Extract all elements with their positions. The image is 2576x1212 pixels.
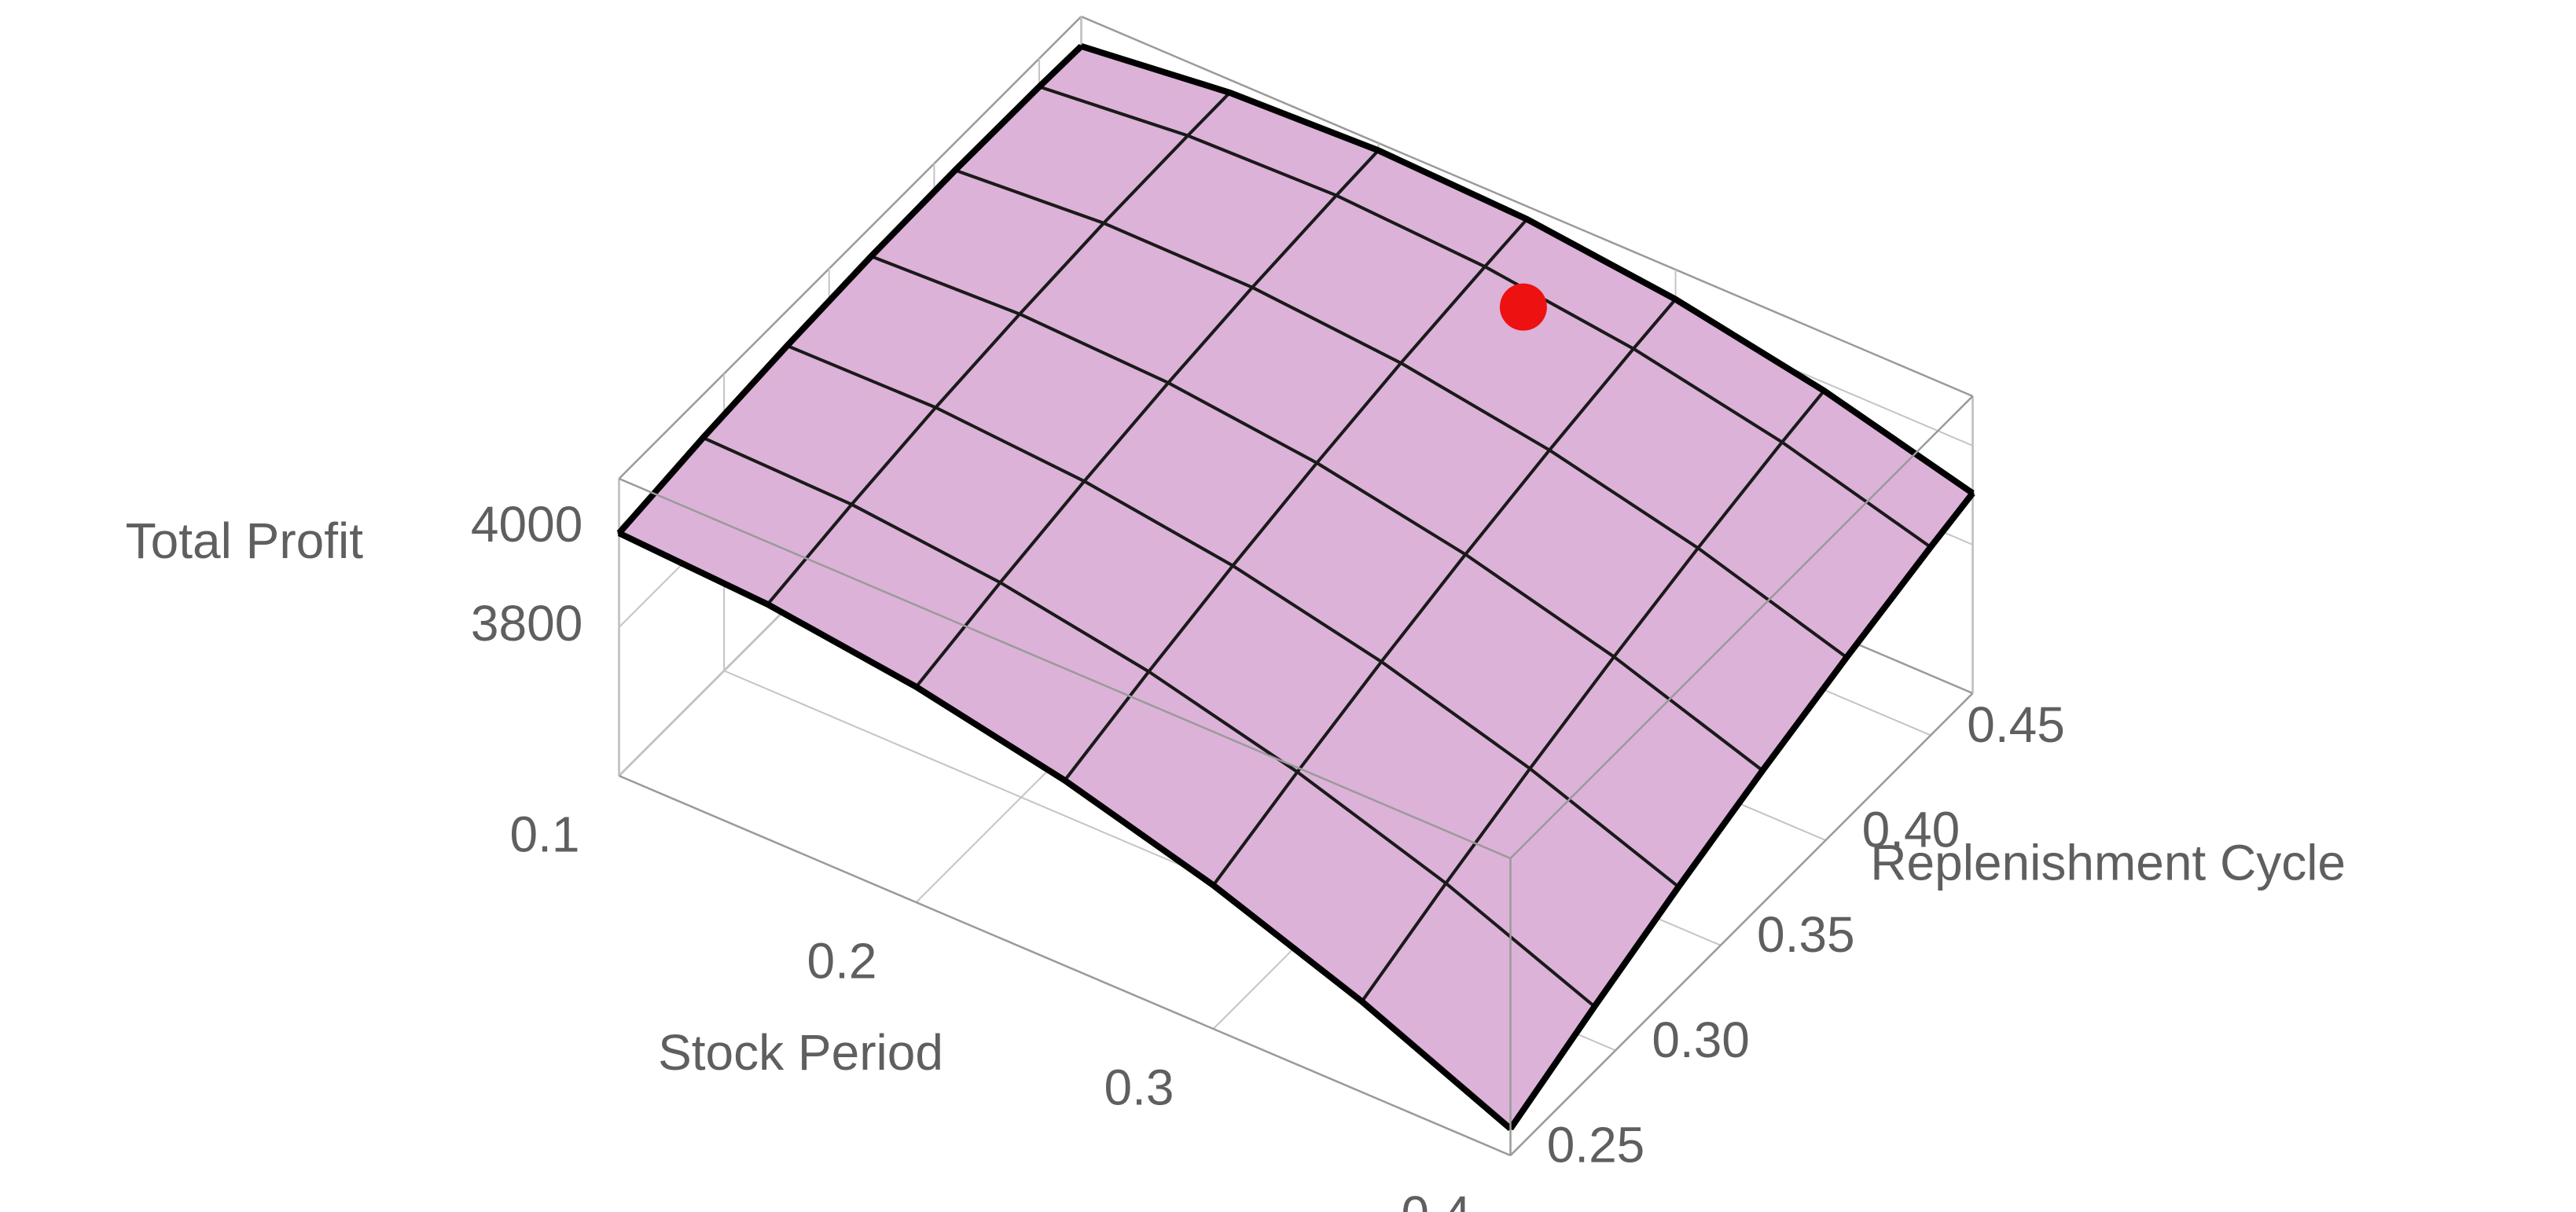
y-axis-label: Replenishment Cycle: [1870, 834, 2346, 891]
x-tick-label: 0.3: [1104, 1060, 1174, 1116]
optimum-point: [1499, 283, 1547, 331]
y-tick-label: 0.40: [1862, 802, 1960, 858]
x-tick-label: 0.1: [510, 806, 580, 863]
box-edge: [1509, 395, 1974, 859]
z-axis-label: Total Profit: [126, 512, 364, 569]
x-tick-label: 0.2: [807, 933, 877, 990]
labels: Stock Period Replenishment Cycle Total P…: [126, 496, 2346, 1212]
surface-boundary: [1080, 42, 1975, 496]
y-tick-label: 0.35: [1757, 906, 1855, 963]
box-edge: [619, 774, 1511, 1157]
surface-boundary: [1508, 491, 1975, 1131]
front-edges: [619, 395, 1974, 1157]
z-tick-label: 3800: [471, 595, 582, 652]
box-edge: [618, 16, 1082, 479]
box-edge: [619, 477, 1511, 860]
box-edge: [1081, 15, 1973, 398]
surface: [616, 42, 1975, 1132]
y-tick-label: 0.45: [1967, 696, 2065, 753]
x-axis-label: Stock Period: [658, 1024, 943, 1081]
surface-boundary: [617, 530, 1513, 1132]
box-edge: [1509, 692, 1974, 1156]
x-tick-label: 0.4: [1402, 1186, 1472, 1212]
z-tick-label: 4000: [471, 496, 582, 553]
y-tick-label: 0.30: [1652, 1012, 1750, 1068]
surface-boundary: [616, 43, 1084, 535]
y-tick-label: 0.25: [1547, 1117, 1645, 1173]
